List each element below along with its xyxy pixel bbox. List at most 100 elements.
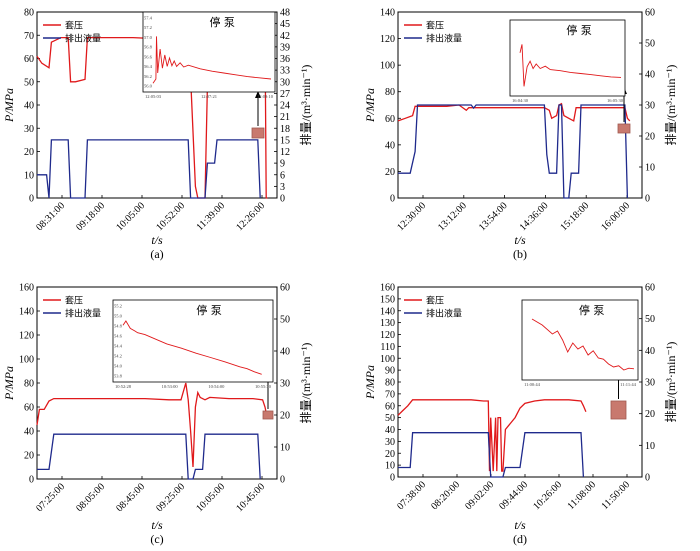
left-tick-label: 0 — [390, 473, 395, 484]
inset-y-tick: 57.4 — [144, 16, 153, 21]
series-line-pressure — [397, 399, 587, 472]
inset-pressure-line — [531, 318, 635, 371]
left-tick-label: 140 — [380, 8, 395, 19]
right-tick-label: 20 — [645, 132, 655, 143]
x-tick-label: 16:00:00 — [599, 200, 632, 233]
left-tick-label: 80 — [24, 379, 34, 390]
right-tick-label: 30 — [280, 77, 290, 88]
x-tick-label: 10:05:00 — [194, 481, 227, 514]
inset-panel: 停 泵 16:04:30 16:05:30 — [509, 19, 626, 103]
left-tick-label: 0 — [390, 194, 395, 205]
legend-label-pressure: 套压 — [426, 295, 444, 307]
panel-caption: (a) — [150, 247, 163, 261]
left-tick-label: 110 — [380, 342, 395, 353]
right-tick-label: 40 — [280, 347, 290, 358]
x-tick-label: 08:20:00 — [429, 479, 462, 512]
inset-pressure-line — [122, 320, 262, 375]
right-tick-label: 12 — [280, 147, 290, 158]
right-tick-label: 39 — [280, 42, 290, 53]
panel-caption: (b) — [513, 247, 527, 261]
right-tick-label: 20 — [645, 409, 655, 420]
x-tick-label: 09:02:00 — [463, 479, 496, 512]
right-tick-label: 15 — [280, 135, 290, 146]
x-tick-label: 15:18:00 — [558, 200, 591, 233]
left-axis-label: P/MPa — [363, 365, 377, 400]
left-tick-label: 20 — [385, 167, 395, 178]
right-tick-label: 30 — [645, 378, 655, 389]
inset-y-tick: 56.6 — [144, 54, 153, 59]
left-tick-label: 60 — [24, 403, 34, 414]
legend-label-pressure: 套压 — [65, 295, 83, 307]
left-tick-label: 130 — [380, 318, 395, 329]
right-tick-label: 48 — [280, 8, 290, 19]
inset-panel: 停 泵 53.8 54.0 54.2 54.4 54.6 54.8 55.0 55.2 10:52… — [112, 299, 274, 389]
left-tick-label: 0 — [29, 194, 34, 205]
left-tick-label: 160 — [380, 283, 395, 294]
right-tick-label: 40 — [645, 346, 655, 357]
inset-y-tick: 54.0 — [114, 364, 123, 369]
legend-label-pressure: 套压 — [426, 20, 444, 32]
inset-y-tick: 56.2 — [144, 74, 152, 79]
left-tick-label: 40 — [24, 101, 34, 112]
right-tick-label: 9 — [280, 159, 285, 170]
left-tick-label: 0 — [29, 475, 34, 486]
zoom-marker — [610, 400, 627, 420]
inset-y-tick: 55.2 — [114, 304, 122, 309]
right-axis-label: 排量/(m³·min⁻¹) — [664, 65, 678, 146]
x-tick-label: 10:45:00 — [234, 481, 267, 514]
left-tick-label: 40 — [385, 425, 395, 436]
panel-c: 0 20 40 60 80 100 120 140 160 0 10 20 30 40 50 60 07:25:… — [2, 283, 313, 547]
inset-x-tick: 12:07:21 — [201, 94, 217, 99]
inset-x-tick: 10:52:28 — [115, 384, 132, 389]
inset-title: 停 泵 — [566, 23, 592, 37]
x-tick-label: 08:31:00 — [34, 200, 67, 233]
series-line-rate — [37, 433, 261, 480]
inset-frame — [509, 19, 626, 97]
x-tick-label: 08:45:00 — [114, 481, 147, 514]
inset-frame — [521, 299, 639, 381]
left-tick-label: 160 — [19, 283, 34, 294]
left-tick-label: 100 — [19, 355, 34, 366]
right-axis-label: 排量/(m³·min⁻¹) — [664, 342, 678, 423]
inset-title: 停 泵 — [196, 303, 222, 317]
right-tick-label: 50 — [645, 39, 655, 50]
left-tick-label: 10 — [24, 170, 34, 181]
inset-x-tick: 11:11:44 — [620, 382, 636, 387]
right-tick-label: 33 — [280, 66, 290, 77]
zoom-arrow-head — [255, 91, 261, 98]
inset-x-tick: 11:00:44 — [524, 382, 541, 387]
left-tick-label: 120 — [19, 331, 34, 342]
inset-x-tick: 16:04:30 — [512, 98, 529, 103]
x-tick-label: 12:26:00 — [234, 200, 267, 233]
left-tick-label: 140 — [19, 307, 34, 318]
x-tick-label: 11:39:00 — [194, 200, 227, 233]
left-tick-label: 120 — [380, 34, 395, 45]
x-tick-label: 13:54:00 — [477, 200, 510, 233]
left-tick-label: 10 — [385, 461, 395, 472]
inset-y-tick: 57.0 — [144, 35, 153, 40]
inset-y-tick: 55.0 — [114, 314, 123, 319]
right-tick-label: 50 — [645, 314, 655, 325]
left-tick-label: 100 — [380, 61, 395, 72]
inset-x-tick: 12:09:10 — [257, 94, 274, 99]
zoom-marker — [251, 127, 265, 139]
x-tick-label: 10:26:00 — [531, 479, 564, 512]
left-tick-label: 40 — [385, 140, 395, 151]
right-tick-label: 50 — [280, 315, 290, 326]
right-tick-label: 40 — [645, 70, 655, 81]
x-axis-label: t/s — [151, 233, 163, 247]
inset-y-tick: 54.8 — [114, 324, 123, 329]
x-tick-label: 11:08:00 — [565, 479, 598, 512]
inset-y-tick: 57.2 — [144, 25, 152, 30]
left-tick-label: 140 — [380, 306, 395, 317]
x-axis-label: t/s — [151, 518, 163, 532]
right-tick-label: 30 — [645, 101, 655, 112]
legend-label-rate: 排出液量 — [426, 33, 462, 45]
zoom-marker — [617, 123, 631, 134]
x-tick-label: 11:50:00 — [599, 479, 632, 512]
legend-label-pressure: 套压 — [65, 20, 83, 32]
left-tick-label: 70 — [24, 31, 34, 42]
right-axis-label: 排量/(m³·min⁻¹) — [299, 343, 313, 424]
